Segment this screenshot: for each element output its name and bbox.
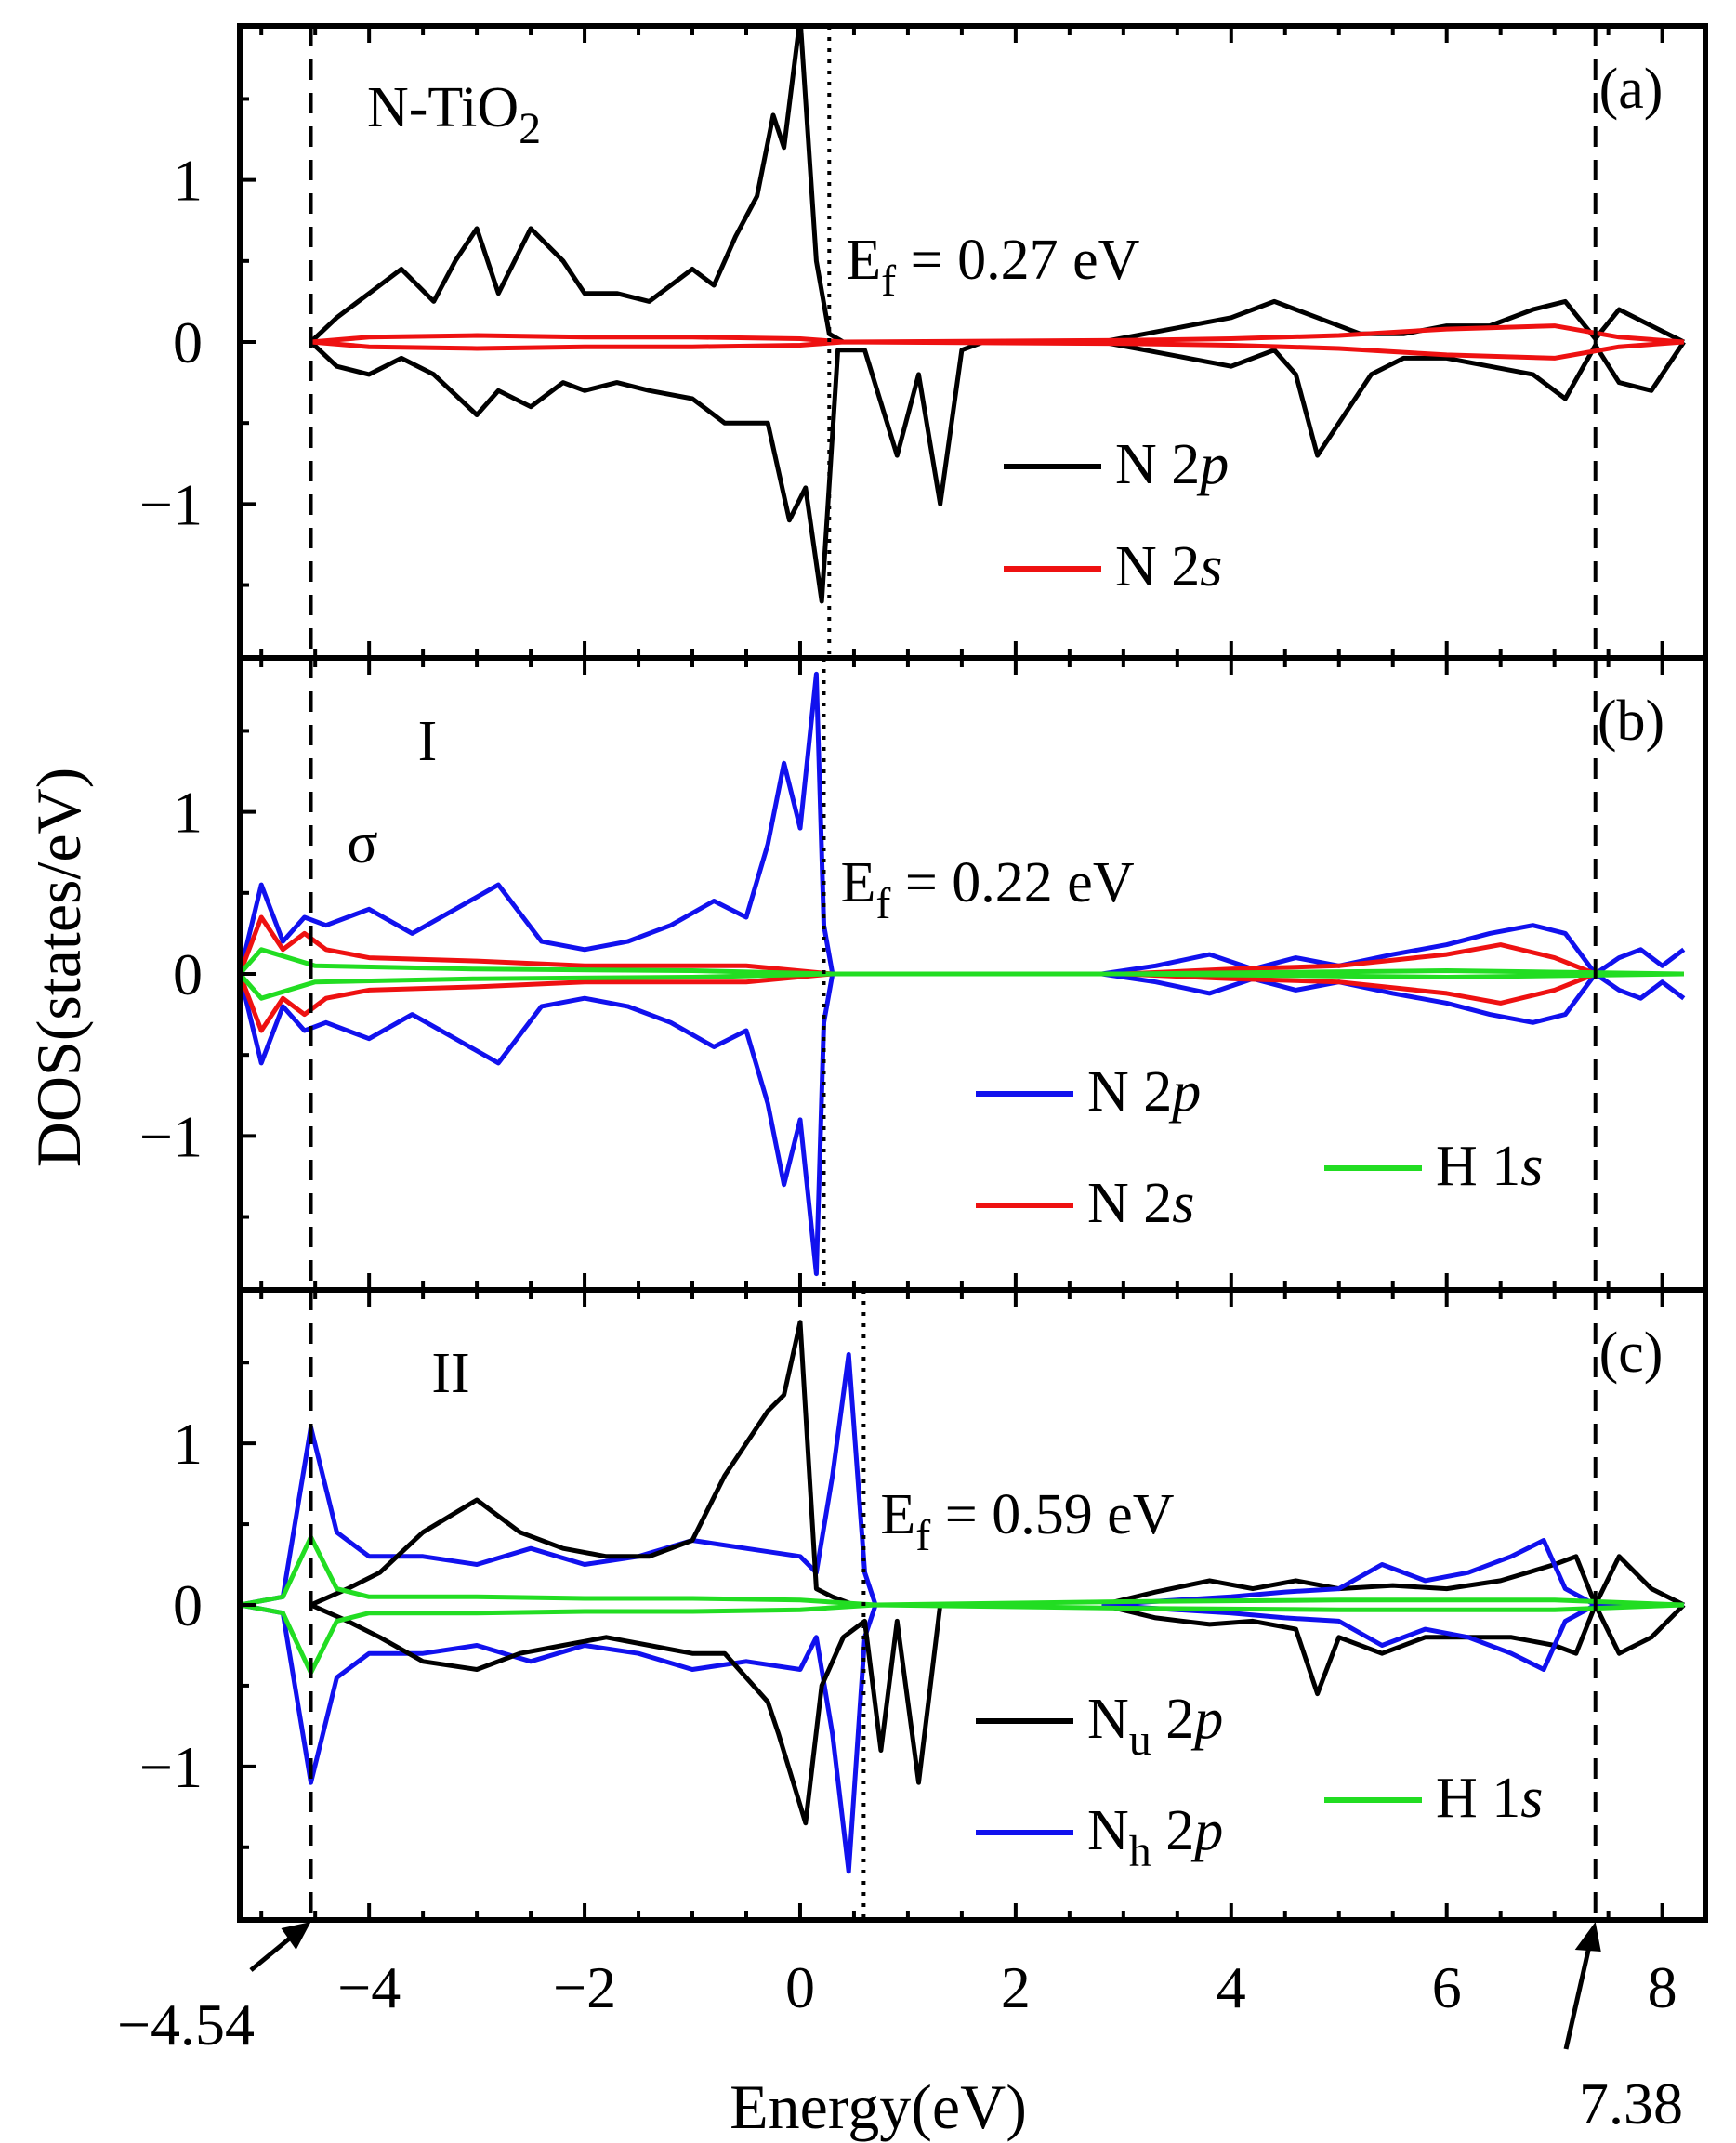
series-h-1s-up bbox=[240, 1534, 1684, 1608]
x-tick-label: 4 bbox=[1217, 1954, 1246, 2020]
legend-label: N 2p bbox=[1087, 1060, 1201, 1124]
x-tick-label: −2 bbox=[553, 1954, 616, 2020]
legend-label: N 2s bbox=[1087, 1172, 1194, 1235]
series-n-2p-up bbox=[309, 26, 845, 345]
series-h-1s-down bbox=[240, 1602, 1684, 1676]
panel-c: −1 0 1 (c) Ef = 0.59 eV II Nu 2p Nh 2p H 1s bbox=[139, 1287, 1708, 1923]
x-tick-label: 2 bbox=[1001, 1954, 1031, 2020]
series-n-2p-down bbox=[309, 339, 984, 604]
series-n-2s-up bbox=[240, 914, 1684, 977]
series-nu-2p-down-cb- bbox=[1101, 1602, 1686, 1697]
marker-right-arrowhead bbox=[1574, 1922, 1601, 1952]
y-tick-label: 1 bbox=[173, 780, 203, 846]
series-nh-2p-up bbox=[240, 1352, 878, 1608]
panel-letter: (c) bbox=[1599, 1321, 1664, 1385]
y-tick-label: 0 bbox=[173, 1572, 203, 1638]
marker-left-label: −4.54 bbox=[117, 1992, 255, 2058]
series-nu-2p-down bbox=[309, 1602, 943, 1826]
legend-label: N 2s bbox=[1115, 535, 1222, 598]
series-group bbox=[240, 1320, 1686, 1874]
series-h-1s-up bbox=[240, 947, 1684, 977]
series-n-2p-up-cb- bbox=[1101, 923, 1686, 977]
y-tick-label: −1 bbox=[139, 471, 203, 537]
series-nh-2p-down bbox=[240, 1602, 878, 1874]
x-axis-title: Energy(eV) bbox=[730, 2071, 1027, 2142]
series-n-2p-down-cb- bbox=[1101, 971, 1686, 1025]
series-nu-2p-up bbox=[309, 1320, 855, 1608]
x-tick-label: 8 bbox=[1648, 1954, 1677, 2020]
panel-b: −1 0 1 (b) Ef = 0.22 eV Iσ N 2p N 2s H 1s bbox=[139, 655, 1708, 1293]
panel-letter: (b) bbox=[1598, 690, 1664, 753]
y-tick-label: 1 bbox=[173, 1411, 203, 1477]
marker-right-label: 7.38 bbox=[1579, 2071, 1683, 2136]
series-n-2p-up bbox=[240, 671, 835, 975]
panel-title: II bbox=[431, 1342, 469, 1405]
marker-left-arrowhead bbox=[281, 1922, 311, 1950]
fermi-label: Ef = 0.59 eV bbox=[880, 1483, 1174, 1560]
x-tick-label: 6 bbox=[1432, 1954, 1462, 2020]
fermi-label: Ef = 0.22 eV bbox=[840, 851, 1134, 928]
series-n-2p-down bbox=[240, 973, 835, 1277]
panel-title: I bbox=[418, 710, 438, 773]
series-n-2s-down bbox=[240, 971, 1684, 1033]
y-tick-label: −1 bbox=[139, 1103, 203, 1169]
panel-letter: (a) bbox=[1599, 58, 1664, 121]
legend-label: H 1s bbox=[1436, 1135, 1543, 1198]
sigma-annotation: σ bbox=[347, 812, 377, 875]
series-nh-2p-up-cb- bbox=[1101, 1538, 1684, 1608]
y-axis-title: DOS(states/eV) bbox=[23, 768, 94, 1168]
series-nh-2p-down-cb- bbox=[1101, 1602, 1684, 1672]
y-tick-label: −1 bbox=[139, 1734, 203, 1800]
y-tick-label: 1 bbox=[173, 148, 203, 214]
x-tick-label: 0 bbox=[785, 1954, 815, 2020]
legend-label: N 2p bbox=[1115, 433, 1229, 496]
series-nu-2p-up-cb- bbox=[1101, 1554, 1685, 1608]
x-tick-label: −4 bbox=[337, 1954, 401, 2020]
legend-label: Nh 2p bbox=[1087, 1799, 1223, 1876]
series-h-1s-down bbox=[240, 971, 1684, 1001]
y-tick-label: 0 bbox=[173, 941, 203, 1007]
series-n-2s-down bbox=[310, 339, 1684, 361]
marker-right-arrow bbox=[1563, 1930, 1596, 2050]
series-group bbox=[240, 671, 1686, 1277]
legend-label: H 1s bbox=[1436, 1767, 1543, 1830]
legend-label: Nu 2p bbox=[1087, 1688, 1223, 1765]
series-n-2s-up bbox=[310, 323, 1684, 345]
panel-a: −1 0 1 (a) Ef = 0.27 eV N-TiO2 N 2p N 2s bbox=[139, 23, 1708, 661]
series-group bbox=[309, 26, 1686, 604]
fermi-label: Ef = 0.27 eV bbox=[846, 229, 1139, 306]
panel-title: N-TiO2 bbox=[367, 76, 541, 153]
y-tick-label: 0 bbox=[173, 309, 203, 375]
